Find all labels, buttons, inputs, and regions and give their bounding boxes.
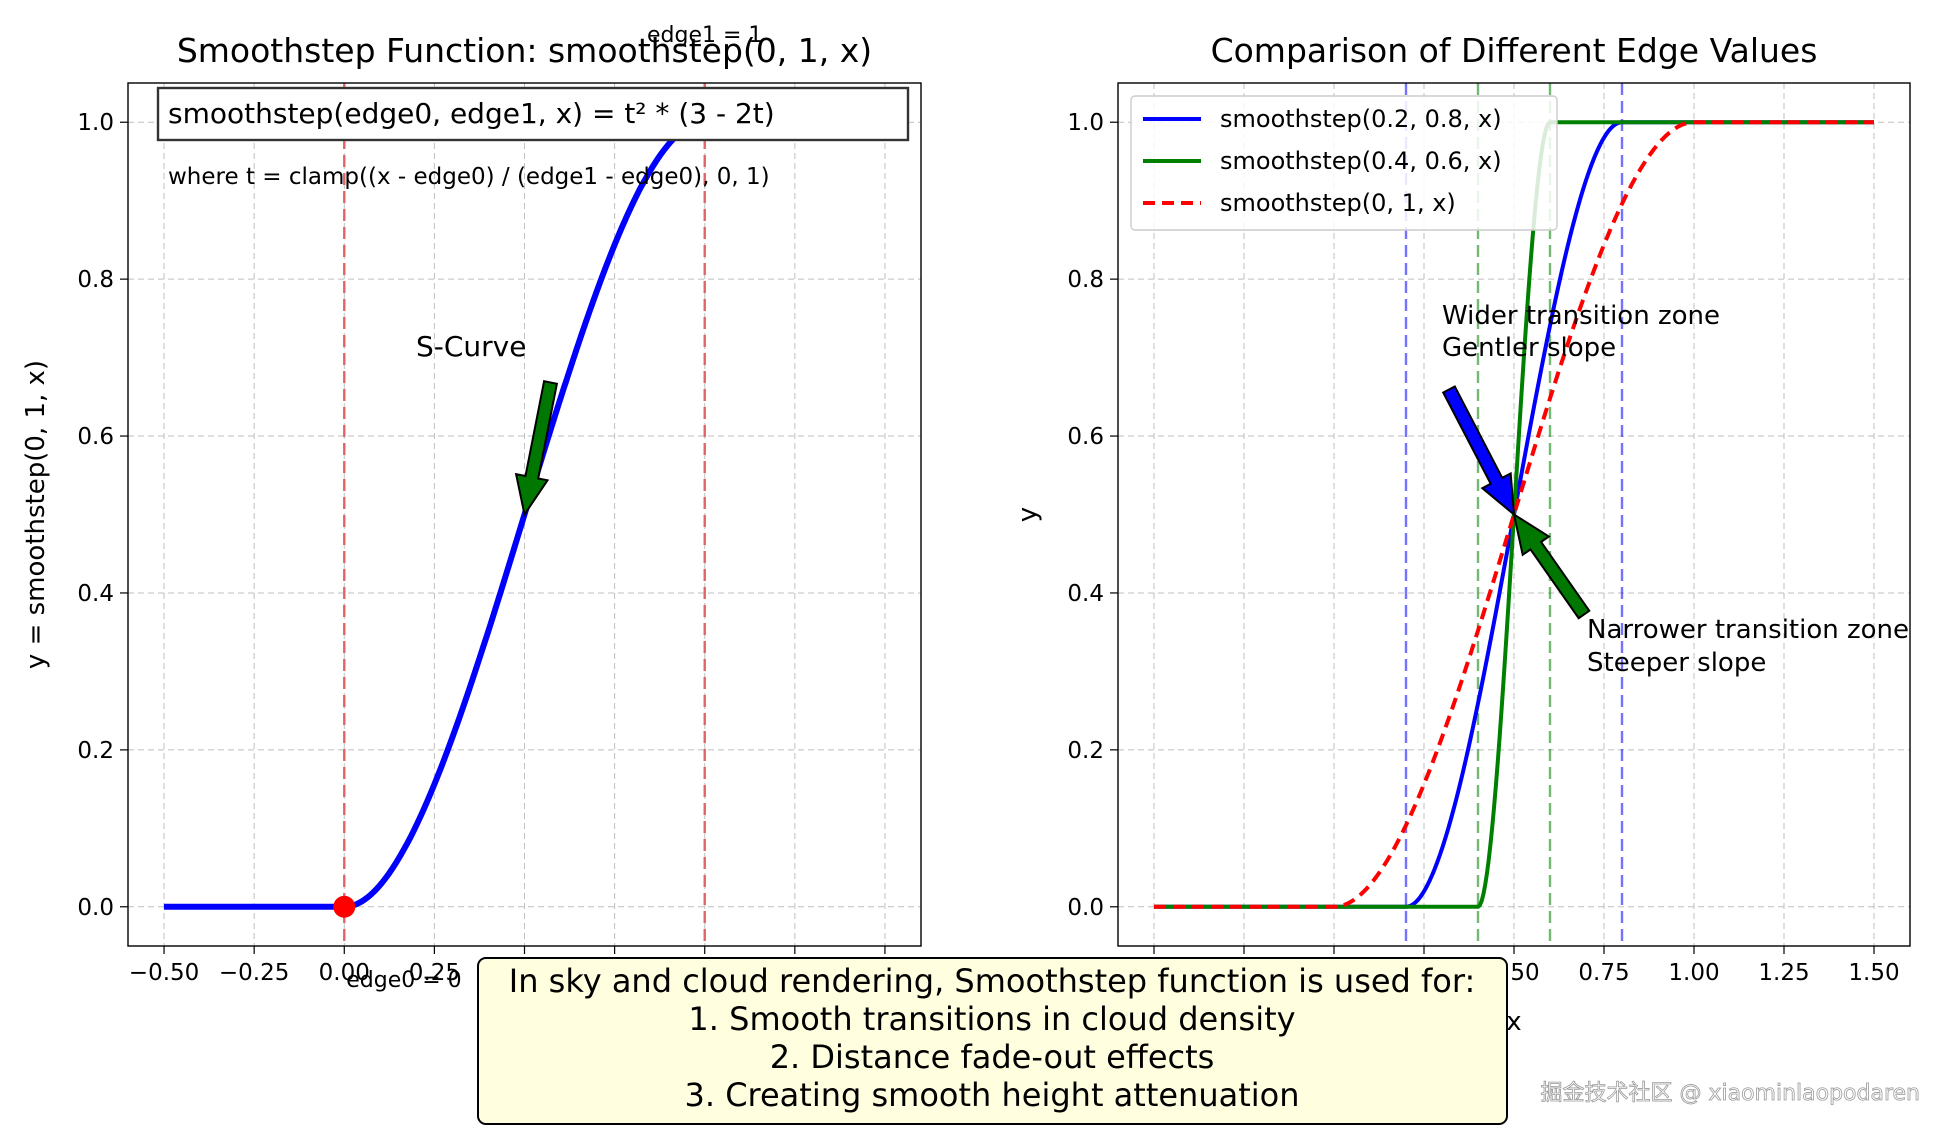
- info-line-1: 1. Smooth transitions in cloud density: [688, 1000, 1295, 1038]
- y-tick-label: 1.0: [77, 110, 114, 136]
- formula-note: where t = clamp((x - edge0) / (edge1 - e…: [168, 164, 770, 190]
- x-tick-label: −0.25: [219, 960, 289, 986]
- narrower-zone-arrow: [1512, 512, 1591, 620]
- edge-point: [333, 895, 356, 918]
- s-curve-arrow: [514, 380, 559, 518]
- y-tick-label: 0.6: [77, 424, 114, 450]
- legend-label: smoothstep(0.2, 0.8, x): [1220, 105, 1502, 133]
- legend-frame: [1130, 95, 1558, 231]
- edge0-label: edge0 = 0: [346, 968, 461, 993]
- y-tick-label: 0.4: [1067, 581, 1104, 607]
- y-tick-label: 1.0: [1067, 110, 1104, 136]
- wider-zone-arrow: [1441, 385, 1516, 517]
- right-chart: −0.50−0.250.000.250.500.751.001.251.500.…: [1013, 31, 1911, 1037]
- x-tick-label: 1.00: [1668, 960, 1719, 986]
- s-curve-label: S-Curve: [416, 330, 526, 363]
- wider-zone-label: Wider transition zone: [1442, 301, 1720, 331]
- narrower-zone-label: Narrower transition zone: [1587, 615, 1909, 645]
- left-ticks: −0.50−0.250.000.250.500.751.001.251.500.…: [77, 110, 910, 986]
- gentler-slope-label: Gentler slope: [1442, 333, 1616, 363]
- watermark: 掘金技术社区 @ xiaominlaopodaren: [1540, 1081, 1920, 1106]
- y-tick-label: 0.8: [77, 267, 114, 293]
- x-tick-label: 0.00: [319, 960, 370, 986]
- x-tick-label: 1.50: [1848, 960, 1899, 986]
- info-box-frame: [477, 957, 1508, 1125]
- x-tick-label: 0.25: [409, 960, 460, 986]
- right-chart-title: Comparison of Different Edge Values: [1211, 31, 1818, 70]
- y-tick-label: 0.2: [1067, 738, 1104, 764]
- right-annotations: Wider transition zone Gentler slope Narr…: [1441, 301, 1909, 678]
- right-ticks: −0.50−0.250.000.250.500.751.001.251.500.…: [1067, 110, 1899, 986]
- legend-label: smoothstep(0, 1, x): [1220, 189, 1456, 217]
- x-tick-label: −0.50: [129, 960, 199, 986]
- y-tick-label: 0.6: [1067, 424, 1104, 450]
- y-tick-label: 0.0: [1067, 895, 1104, 921]
- left-annotations: S-Curve edge0 = 0 edge1 = 1: [346, 23, 762, 993]
- info-line-3: 3. Creating smooth height attenuation: [684, 1076, 1299, 1114]
- y-tick-label: 0.4: [77, 581, 114, 607]
- formula-text: smoothstep(edge0, edge1, x) = t² * (3 - …: [168, 97, 775, 130]
- y-tick-label: 0.2: [77, 738, 114, 764]
- steeper-slope-label: Steeper slope: [1587, 648, 1766, 678]
- info-box: In sky and cloud rendering, Smoothstep f…: [477, 957, 1508, 1125]
- y-tick-label: 0.8: [1067, 267, 1104, 293]
- right-x-axis-label: x: [1506, 1007, 1521, 1037]
- edge1-label: edge1 = 1: [647, 23, 762, 48]
- info-line-2: 2. Distance fade-out effects: [770, 1038, 1215, 1076]
- legend-label: smoothstep(0.4, 0.6, x): [1220, 147, 1502, 175]
- x-tick-label: 1.25: [1758, 960, 1809, 986]
- formula-box-frame: [156, 86, 910, 142]
- left-chart: −0.50−0.250.000.250.500.751.001.251.500.…: [21, 23, 922, 1037]
- left-y-axis-label: y = smoothstep(0, 1, x): [21, 360, 51, 669]
- right-y-axis-label: y: [1013, 507, 1043, 522]
- y-tick-label: 0.0: [77, 895, 114, 921]
- formula-box: smoothstep(edge0, edge1, x) = t² * (3 - …: [156, 86, 910, 142]
- left-chart-title: Smoothstep Function: smoothstep(0, 1, x): [177, 31, 872, 70]
- info-line-heading: In sky and cloud rendering, Smoothstep f…: [509, 962, 1476, 1000]
- series-line: [1153, 120, 1875, 909]
- x-tick-label: 0.75: [1578, 960, 1629, 986]
- legend: smoothstep(0.2, 0.8, x) smoothstep(0.4, 0…: [1130, 95, 1558, 231]
